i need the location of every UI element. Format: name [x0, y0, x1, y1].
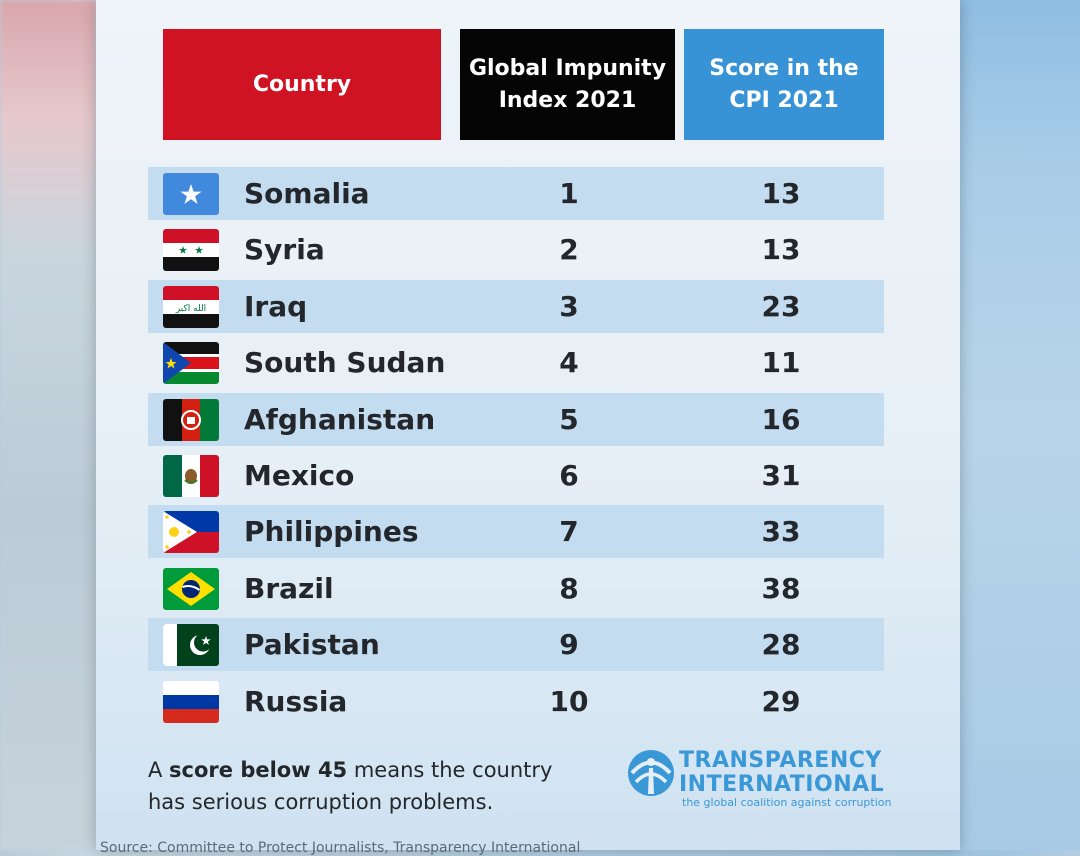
- footnote: A score below 45 means the country has s…: [148, 754, 588, 818]
- table-row: الله اكبر Iraq 3 23: [148, 279, 884, 333]
- gii-rank: 5: [559, 402, 579, 436]
- header-gii-label: Global Impunity Index 2021: [468, 55, 667, 113]
- header-cpi-label: Score in the CPI 2021: [709, 55, 859, 113]
- ti-globe-icon: [628, 750, 674, 796]
- background-left: [0, 0, 96, 850]
- logo-tagline: the global coalition against corruption: [682, 796, 892, 809]
- header-country-label: Country: [252, 71, 352, 97]
- country-name: Syria: [244, 233, 325, 267]
- table-row: Somalia 1 13: [148, 167, 884, 220]
- somalia-flag-icon: [163, 173, 219, 215]
- logo-line2: INTERNATIONAL: [679, 772, 885, 797]
- country-name: Afghanistan: [244, 402, 436, 436]
- header-global-impunity-index: Global Impunity Index 2021: [460, 29, 675, 140]
- logo-line1: TRANSPARENCY: [679, 748, 882, 773]
- table-row: South Sudan 4 11: [148, 336, 884, 392]
- table-row: Brazil 8 38: [148, 562, 884, 618]
- source-line: Source: Committee to Protect Journalists…: [100, 840, 581, 856]
- header-cpi-score: Score in the CPI 2021: [684, 29, 884, 140]
- gii-rank: 4: [559, 346, 579, 380]
- cpi-score: 31: [761, 458, 801, 492]
- table-row: Afghanistan 5 16: [148, 392, 884, 446]
- footnote-prefix: A: [148, 758, 170, 782]
- gii-rank: 1: [559, 177, 579, 210]
- table-row: Syria 2 13: [148, 223, 884, 279]
- country-name: Philippines: [244, 515, 419, 549]
- cpi-score: 13: [761, 177, 801, 210]
- country-name: Pakistan: [244, 628, 380, 662]
- afghanistan-flag-icon: [163, 398, 219, 441]
- country-name: Brazil: [244, 571, 334, 605]
- footnote-bold: score below 45: [169, 758, 348, 782]
- cpi-score: 23: [761, 289, 801, 323]
- cpi-score: 33: [761, 515, 801, 549]
- transparency-international-logo: TRANSPARENCY INTERNATIONAL the global co…: [626, 746, 891, 812]
- svg-text:الله اكبر: الله اكبر: [175, 304, 206, 314]
- footnote-suffix: means the country has serious corruption…: [148, 758, 553, 814]
- mexico-flag-icon: [163, 454, 219, 497]
- south-sudan-flag-icon: [163, 342, 219, 385]
- gii-rank: 9: [559, 628, 579, 662]
- cpi-score: 38: [761, 571, 801, 605]
- table-row: Pakistan 9 28: [148, 618, 884, 672]
- pakistan-flag-icon: [163, 624, 219, 667]
- gii-rank: 3: [559, 289, 579, 323]
- country-name: Russia: [244, 684, 348, 718]
- cpi-score: 11: [761, 346, 801, 380]
- gii-rank: 7: [559, 515, 579, 549]
- syria-flag-icon: [163, 229, 219, 272]
- philippines-flag-icon: [163, 511, 219, 554]
- brazil-flag-icon: [163, 567, 219, 610]
- country-name: Iraq: [244, 289, 308, 323]
- cpi-score: 28: [761, 628, 801, 662]
- cpi-score: 16: [761, 402, 801, 436]
- country-name: Mexico: [244, 458, 355, 492]
- iraq-flag-icon: الله اكبر: [163, 285, 219, 328]
- cpi-score: 13: [761, 233, 801, 267]
- gii-rank: 2: [559, 233, 579, 267]
- table-row: Russia 10 29: [148, 675, 884, 731]
- gii-rank: 10: [549, 684, 589, 718]
- ranking-table: Somalia 1 13 Syria 2 13 الله اكبر Iraq 3 23 South …: [148, 167, 884, 731]
- table-row: Philippines 7 33: [148, 505, 884, 559]
- background-right: [960, 0, 1080, 850]
- russia-flag-icon: [163, 680, 219, 723]
- country-name: South Sudan: [244, 346, 446, 380]
- header-country: Country: [163, 29, 441, 140]
- country-name: Somalia: [244, 177, 370, 210]
- gii-rank: 6: [559, 458, 579, 492]
- table-row: Mexico 6 31: [148, 449, 884, 505]
- gii-rank: 8: [559, 571, 579, 605]
- infographic-card: Country Global Impunity Index 2021 Score…: [96, 0, 960, 856]
- cpi-score: 29: [761, 684, 801, 718]
